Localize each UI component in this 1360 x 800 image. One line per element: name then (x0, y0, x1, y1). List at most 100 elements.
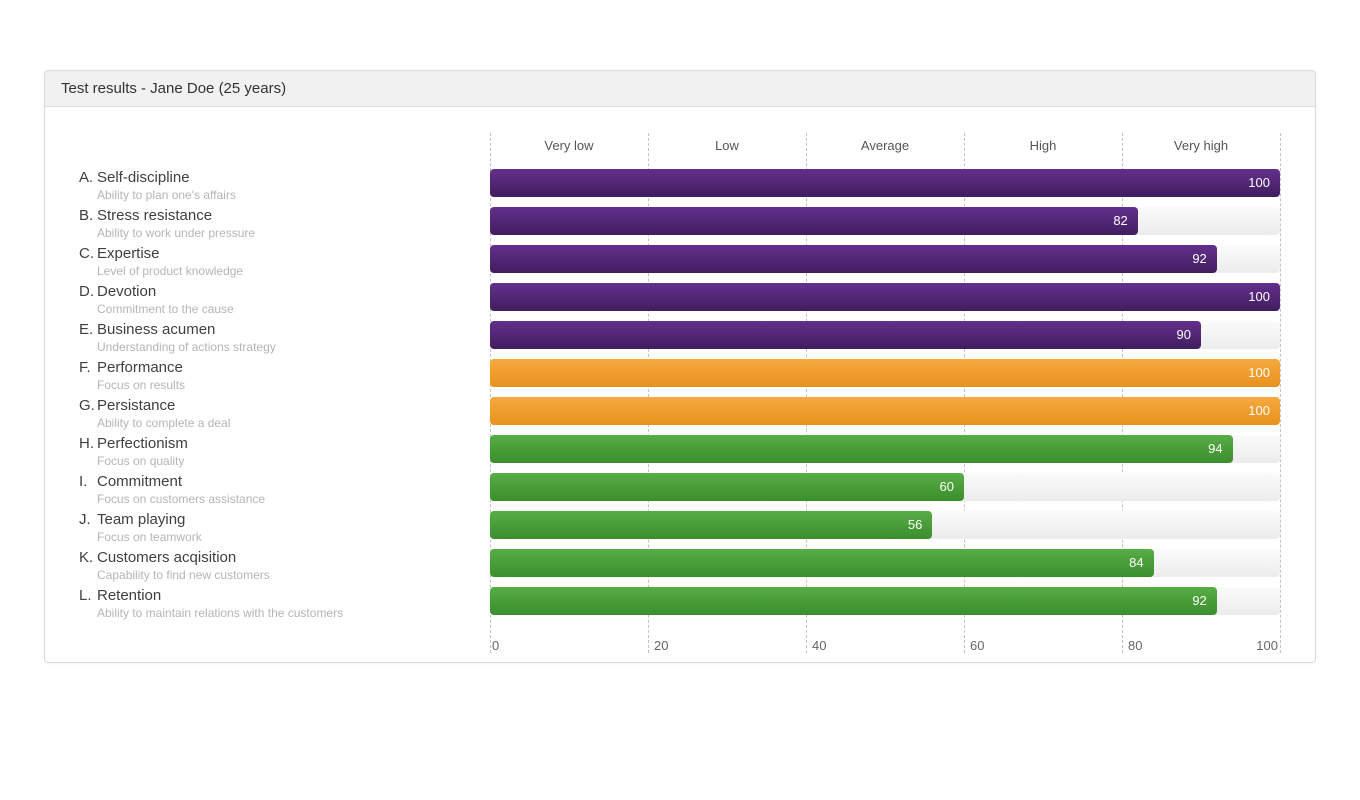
bar-fill: 100 (490, 359, 1280, 387)
row-letter: L. (79, 587, 92, 604)
bar-track: 60 (490, 473, 1280, 501)
bar-value-label: 92 (1192, 251, 1207, 266)
bar-value-label: 82 (1113, 213, 1128, 228)
bar-row: E. Business acumen Understanding of actio… (45, 321, 1315, 359)
x-tick-label: 0 (492, 638, 500, 653)
row-label-main: J. Team playing (79, 511, 202, 528)
row-sublabel: Level of product knowledge (97, 264, 244, 278)
row-label-text: Customers acqisition (97, 549, 237, 566)
row-sublabel: Commitment to the cause (97, 302, 234, 316)
bar-fill: 100 (490, 169, 1280, 197)
bar-track: 100 (490, 397, 1280, 425)
bar-row: D. Devotion Commitment to the cause 100 (45, 283, 1315, 321)
bar-fill: 84 (490, 549, 1154, 577)
panel-title: Test results - Jane Doe (25 years) (61, 80, 287, 97)
row-letter: B. (79, 207, 94, 224)
bar-fill: 56 (490, 511, 933, 539)
bar-fill: 82 (490, 207, 1138, 235)
row-label-text: Perfectionism (97, 435, 188, 452)
bar-value-label: 90 (1176, 327, 1191, 342)
row-letter: J. (79, 511, 91, 528)
row-letter: K. (79, 549, 94, 566)
row-letter: E. (79, 321, 94, 338)
bar-track: 84 (490, 549, 1280, 577)
x-tick-label: 80 (1128, 638, 1143, 653)
row-label-main: L. Retention (79, 587, 343, 604)
bar-row: B. Stress resistance Ability to work unde… (45, 207, 1315, 245)
row-sublabel: Ability to maintain relations with the c… (97, 606, 344, 620)
grid-line (806, 133, 807, 653)
row-label: A. Self-discipline Ability to plan one's … (79, 169, 236, 202)
bar-rows: A. Self-discipline Ability to plan one's … (45, 169, 1315, 625)
row-label-main: A. Self-discipline (79, 169, 236, 186)
row-sublabel: Ability to work under pressure (97, 226, 256, 240)
row-letter: G. (79, 397, 95, 414)
x-tick-label: 100 (1256, 638, 1278, 653)
bar-fill: 100 (490, 283, 1280, 311)
band-label: High (1029, 138, 1057, 153)
row-label-text: Team playing (97, 511, 186, 528)
test-results-panel: Test results - Jane Doe (25 years) Very … (44, 70, 1316, 663)
band-label: Very low (544, 138, 594, 153)
bar-row: I. Commitment Focus on customers assistan… (45, 473, 1315, 511)
row-label-main: C. Expertise (79, 245, 243, 262)
row-label-main: E. Business acumen (79, 321, 276, 338)
row-label: D. Devotion Commitment to the cause (79, 283, 234, 316)
bar-value-label: 100 (1248, 403, 1270, 418)
row-letter: I. (79, 473, 88, 490)
row-label: K. Customers acqisition Capability to fin… (79, 549, 270, 582)
bar-track: 56 (490, 511, 1280, 539)
band-label: Low (715, 138, 739, 153)
bar-value-label: 100 (1248, 289, 1270, 304)
bar-row: L. Retention Ability to maintain relation… (45, 587, 1315, 625)
bar-row: J. Team playing Focus on teamwork 56 (45, 511, 1315, 549)
bar-track: 92 (490, 587, 1280, 615)
row-label-main: B. Stress resistance (79, 207, 255, 224)
row-label-text: Self-discipline (97, 169, 190, 186)
row-sublabel: Focus on customers assistance (97, 492, 266, 506)
x-tick-label: 40 (812, 638, 827, 653)
panel-header: Test results - Jane Doe (25 years) (45, 71, 1315, 107)
row-sublabel: Ability to complete a deal (97, 416, 231, 430)
row-label: I. Commitment Focus on customers assistan… (79, 473, 265, 506)
row-label: L. Retention Ability to maintain relation… (79, 587, 343, 620)
bar-value-label: 100 (1248, 175, 1270, 190)
bar-fill: 92 (490, 587, 1217, 615)
bar-value-label: 92 (1192, 593, 1207, 608)
row-sublabel: Focus on results (97, 378, 186, 392)
bar-row: F. Performance Focus on results 100 (45, 359, 1315, 397)
row-letter: F. (79, 359, 91, 376)
grid-line (1280, 133, 1281, 653)
bar-track: 82 (490, 207, 1280, 235)
row-label: F. Performance Focus on results (79, 359, 185, 392)
bar-value-label: 84 (1129, 555, 1144, 570)
bar-fill: 94 (490, 435, 1233, 463)
row-letter: D. (79, 283, 94, 300)
row-letter: A. (79, 169, 94, 186)
row-label: H. Perfectionism Focus on quality (79, 435, 188, 468)
row-label-text: Business acumen (97, 321, 216, 338)
row-sublabel: Understanding of actions strategy (97, 340, 276, 354)
row-label: C. Expertise Level of product knowledge (79, 245, 243, 278)
row-letter: C. (79, 245, 94, 262)
bar-row: G. Persistance Ability to complete a deal… (45, 397, 1315, 435)
bar-value-label: 94 (1208, 441, 1223, 456)
row-sublabel: Focus on teamwork (97, 530, 202, 544)
row-label-main: I. Commitment (79, 473, 265, 490)
bar-value-label: 60 (939, 479, 954, 494)
bar-track: 90 (490, 321, 1280, 349)
row-label-text: Stress resistance (97, 207, 213, 224)
x-tick-label: 20 (654, 638, 669, 653)
row-label-text: Persistance (97, 397, 176, 414)
bar-track: 100 (490, 169, 1280, 197)
row-label: J. Team playing Focus on teamwork (79, 511, 202, 544)
row-label-text: Commitment (97, 473, 183, 490)
bar-value-label: 56 (907, 517, 923, 532)
band-label: Very high (1173, 138, 1229, 153)
row-label-main: F. Performance (79, 359, 185, 376)
bar-row: C. Expertise Level of product knowledge 9… (45, 245, 1315, 283)
row-label-text: Retention (97, 587, 162, 604)
row-letter: H. (79, 435, 94, 452)
row-sublabel: Focus on quality (97, 454, 185, 468)
row-label-main: G. Persistance (79, 397, 230, 414)
